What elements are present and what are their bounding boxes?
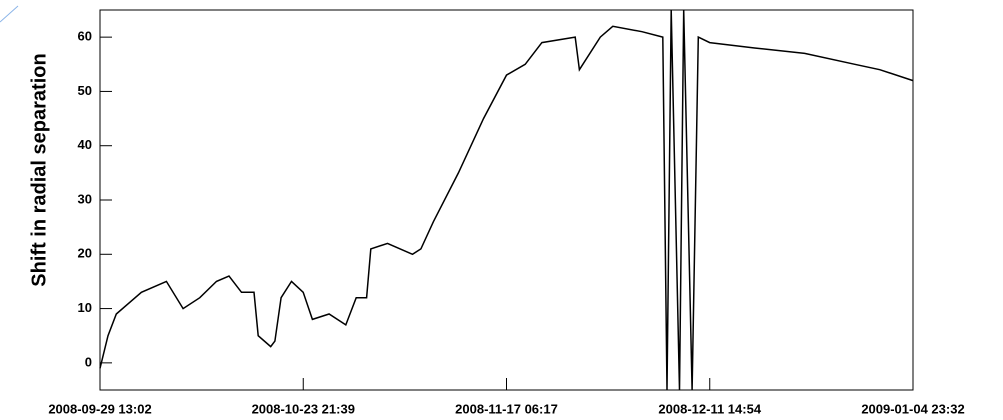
- y-tick-label: 30: [78, 191, 92, 206]
- y-tick-label: 40: [78, 137, 92, 152]
- y-tick-label: 20: [78, 246, 92, 261]
- y-tick-label: 0: [85, 354, 92, 369]
- y-axis-label: Shift in radial separation: [28, 53, 50, 286]
- x-tick-label: 2008-11-17 06:17: [455, 401, 558, 416]
- y-tick-label: 50: [78, 83, 92, 98]
- y-tick-label: 10: [78, 300, 92, 315]
- plot-frame: [99, 9, 914, 391]
- y-tick-label: 60: [78, 29, 92, 44]
- x-tick-label: 2008-12-11 14:54: [658, 401, 761, 416]
- x-tick-label: 2009-01-04 23:32: [861, 401, 964, 416]
- x-tick-label: 2008-09-29 13:02: [48, 401, 151, 416]
- data-line: [99, 9, 914, 391]
- x-tick-label: 2008-10-23 21:39: [252, 401, 355, 416]
- decoration: [0, 5, 19, 23]
